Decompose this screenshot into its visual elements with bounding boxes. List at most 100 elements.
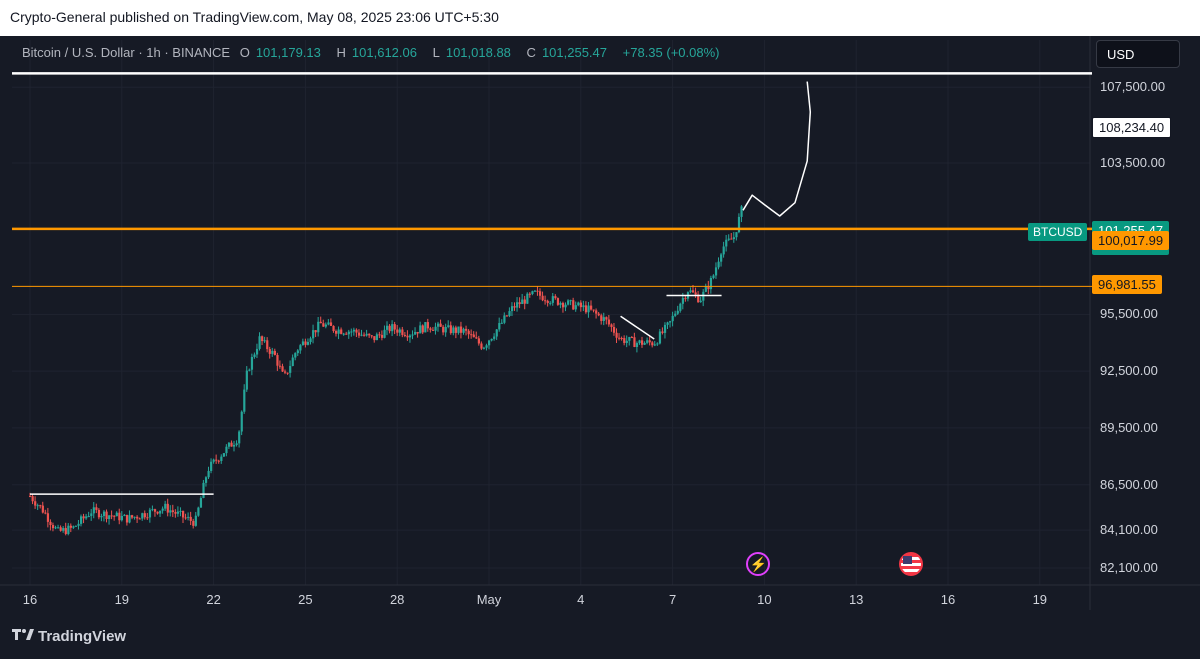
candle-body bbox=[365, 333, 368, 336]
candle-body bbox=[202, 482, 205, 499]
candle-body bbox=[210, 461, 213, 471]
candle-body bbox=[182, 510, 185, 518]
candle-body bbox=[286, 372, 289, 374]
candle-body bbox=[449, 325, 452, 334]
candle-body bbox=[544, 300, 547, 302]
candle-body bbox=[531, 291, 534, 295]
candle-body bbox=[730, 238, 733, 240]
candle-body bbox=[74, 525, 78, 527]
candle-body bbox=[676, 310, 679, 314]
candle-body bbox=[513, 306, 516, 308]
candle-body bbox=[697, 294, 700, 303]
candle-body bbox=[470, 334, 473, 336]
candle-body bbox=[110, 515, 113, 517]
time-tick-label: 19 bbox=[1032, 592, 1048, 607]
candle-body bbox=[414, 331, 417, 335]
candle-body bbox=[375, 334, 378, 341]
candle-body bbox=[276, 354, 279, 366]
candle-body bbox=[383, 329, 386, 338]
candle-body bbox=[391, 324, 394, 332]
candle-body bbox=[128, 515, 131, 523]
candle-body bbox=[225, 446, 228, 454]
candle-body bbox=[199, 498, 203, 508]
candle-body bbox=[263, 340, 266, 342]
chart-panel bbox=[0, 36, 1200, 659]
candle-body bbox=[666, 322, 669, 325]
candle-body bbox=[720, 254, 723, 262]
candle-body bbox=[396, 329, 399, 333]
candle-body bbox=[207, 470, 210, 478]
candle-body bbox=[694, 292, 697, 295]
candle-body bbox=[266, 340, 269, 350]
lightning-icon[interactable]: ⚡ bbox=[746, 552, 771, 576]
candle-body bbox=[222, 453, 225, 457]
candle-body bbox=[230, 442, 233, 447]
time-tick-label: May bbox=[476, 592, 502, 607]
candle-body bbox=[67, 525, 70, 534]
candle-body bbox=[240, 411, 243, 432]
candle-body bbox=[164, 503, 167, 509]
candle-body bbox=[434, 326, 437, 331]
candle-body bbox=[238, 431, 241, 444]
candle-body bbox=[169, 510, 172, 513]
candle-body bbox=[488, 340, 491, 346]
candle-body bbox=[278, 365, 282, 367]
candle-body bbox=[36, 505, 39, 507]
level-tag-2: 96,981.55 bbox=[1092, 275, 1162, 295]
price-tick-label: 92,500.00 bbox=[1100, 363, 1158, 379]
candle-body bbox=[159, 510, 162, 514]
candle-body bbox=[133, 516, 136, 518]
candle-body bbox=[281, 366, 284, 372]
candle-body bbox=[327, 322, 330, 325]
resistance-price-tag: 108,234.40 bbox=[1092, 117, 1172, 138]
candle-body bbox=[592, 309, 595, 311]
candle-body bbox=[628, 337, 631, 341]
candle-body bbox=[125, 514, 129, 523]
candle-body bbox=[454, 327, 458, 333]
candle-body bbox=[533, 290, 537, 292]
drawn-projection-path bbox=[742, 81, 812, 217]
candle-body bbox=[227, 442, 231, 447]
candle-body bbox=[559, 302, 562, 305]
candle-body bbox=[447, 325, 450, 327]
candle-body bbox=[444, 326, 447, 333]
candle-body bbox=[171, 510, 174, 513]
candle-body bbox=[681, 298, 684, 304]
candle-body bbox=[54, 527, 57, 529]
candle-body bbox=[123, 514, 126, 516]
candle-body bbox=[493, 336, 496, 339]
candle-body bbox=[370, 335, 373, 337]
candle-body bbox=[92, 507, 95, 514]
time-tick-label: 10 bbox=[757, 592, 772, 607]
candle-body bbox=[674, 313, 677, 316]
candle-body bbox=[508, 311, 511, 317]
candle-body bbox=[44, 512, 47, 514]
candle-body bbox=[600, 315, 603, 321]
candle-body bbox=[141, 513, 144, 519]
candle-body bbox=[335, 330, 338, 334]
candle-body bbox=[131, 515, 134, 518]
candle-body bbox=[245, 370, 248, 390]
candle-body bbox=[306, 341, 310, 345]
candle-body bbox=[633, 337, 636, 347]
close-label: C bbox=[526, 45, 536, 60]
candle-body bbox=[317, 321, 320, 333]
time-tick-label: 13 bbox=[848, 592, 864, 607]
us-flag-icon[interactable] bbox=[899, 552, 924, 576]
currency-button[interactable]: USD bbox=[1096, 40, 1180, 68]
tradingview-logo[interactable]: TradingView bbox=[12, 627, 126, 645]
candle-body bbox=[345, 333, 348, 335]
candle-body bbox=[324, 324, 327, 327]
candle-body bbox=[294, 353, 297, 358]
candle-body bbox=[516, 302, 519, 308]
time-tick-label: 7 bbox=[668, 592, 677, 607]
candle-body bbox=[197, 507, 200, 516]
candle-body bbox=[250, 356, 254, 370]
price-tick-label: 89,500.00 bbox=[1100, 419, 1158, 435]
candle-body bbox=[689, 290, 692, 293]
time-tick-label: 28 bbox=[389, 592, 405, 607]
candle-body bbox=[314, 330, 317, 333]
candle-body bbox=[189, 516, 192, 521]
price-tick-label: 86,500.00 bbox=[1100, 476, 1158, 492]
